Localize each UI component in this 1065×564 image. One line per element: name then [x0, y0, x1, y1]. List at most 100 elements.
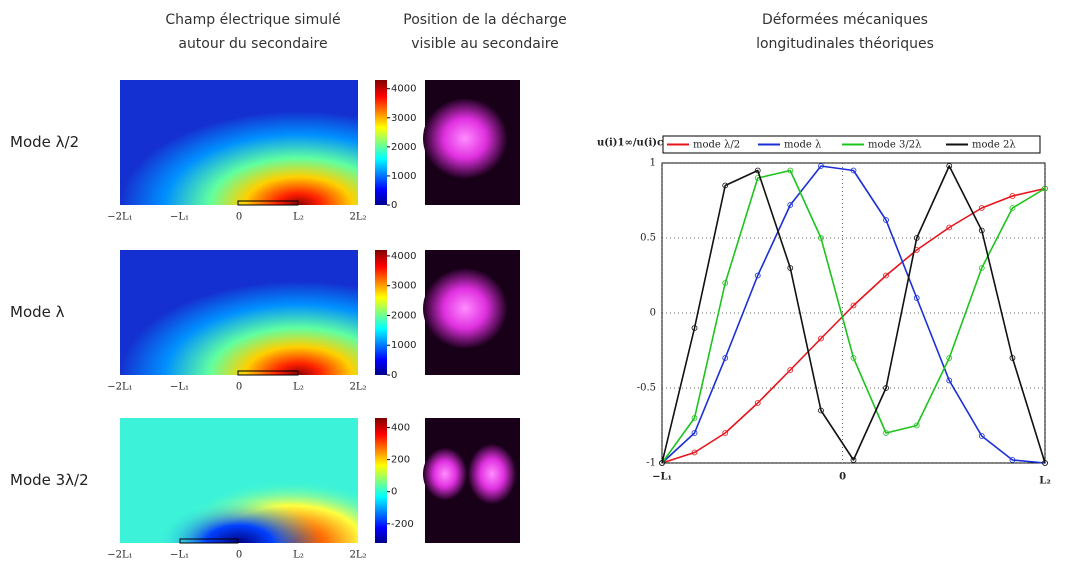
series-marker [946, 355, 953, 361]
x-tick-label: −2L₁ [107, 382, 132, 393]
row-label: Mode λ [10, 303, 65, 321]
colorbar-tick-label: 0 [391, 200, 397, 211]
colorbar [375, 80, 387, 205]
column-header: visible au secondaire [411, 36, 559, 52]
column-header: Déformées mécaniques [762, 12, 928, 28]
discharge-glow [423, 98, 507, 179]
series-marker [883, 385, 889, 391]
series-marker [754, 167, 761, 174]
colorbar-tick-label: 2000 [391, 310, 416, 321]
x-tick-label: −L₁ [652, 472, 672, 483]
x-tick-label: 2L₂ [349, 550, 366, 561]
series-marker [722, 355, 729, 361]
series-marker [659, 460, 665, 466]
colorbar-tick-label: 2000 [391, 142, 416, 153]
column-header: Champ électrique simulé [165, 12, 340, 28]
series-marker [787, 367, 794, 373]
series-marker [722, 182, 729, 189]
y-tick-label: -1 [646, 458, 656, 469]
discharge-glow [468, 444, 516, 504]
left-panels: Mode λ/2−2L₁ −L₁ 0 L₂ 2L₂01000200030004000Mo… [10, 80, 520, 561]
x-tick-label: 0 [236, 212, 242, 223]
series-marker [850, 167, 857, 174]
colorbar-tick-label: 1000 [391, 171, 416, 182]
series-marker [913, 295, 920, 301]
series-marker [850, 302, 857, 309]
series-marker [787, 265, 794, 271]
series-marker [978, 205, 985, 211]
colorbar-tick-label: 4000 [391, 251, 416, 262]
plot-area [661, 162, 1046, 464]
x-tick-label: 0 [236, 550, 242, 561]
colorbar-tick-label: 0 [391, 487, 397, 498]
series-marker [754, 272, 761, 279]
series-marker [1009, 355, 1016, 361]
series-marker [691, 325, 698, 331]
series-marker [978, 227, 985, 234]
series-marker [787, 202, 794, 208]
colorbar-tick-label: 0 [391, 370, 397, 381]
secondary-outline [237, 200, 299, 206]
series-marker [913, 235, 920, 241]
x-tick-label: L₂ [293, 382, 304, 393]
legend-label: mode 2λ [972, 140, 1016, 151]
y-tick-label: -0.5 [637, 383, 656, 394]
series-marker [1009, 205, 1016, 211]
series-marker [1009, 457, 1016, 463]
colorbar [375, 418, 387, 543]
column-header: Position de la décharge [403, 12, 567, 28]
series-marker [691, 430, 698, 436]
colorbar-tick-label: 3000 [391, 113, 416, 124]
series-marker [722, 280, 729, 286]
series-marker [818, 235, 824, 241]
series-marker [946, 163, 953, 169]
colorbar-tick-label: 1000 [391, 340, 416, 351]
series-line [661, 187, 1046, 464]
series-marker [978, 265, 985, 271]
series-marker [978, 433, 985, 439]
series-marker [722, 430, 729, 436]
series-line [661, 165, 1046, 464]
series-marker [913, 422, 920, 429]
series-marker [691, 415, 698, 421]
series-marker [691, 449, 698, 456]
series-marker [818, 335, 824, 342]
legend-label: mode 3/2λ [868, 140, 922, 151]
series-marker [754, 400, 761, 406]
x-tick-label: −2L₁ [107, 212, 132, 223]
x-tick-label: L₂ [293, 212, 304, 223]
column-header: autour du secondaire [178, 36, 327, 52]
x-tick-label: −L₁ [170, 550, 189, 561]
line-chart: -1 -0.5 0 0.5 1 −L₁ 0 L₂ u(i)1∞/u(i)com mode λ/2 m… [597, 135, 1051, 487]
field-map [120, 80, 358, 205]
x-tick-label: 2L₂ [349, 382, 366, 393]
series-marker [850, 355, 857, 361]
x-tick-label: 2L₂ [349, 212, 366, 223]
row-label: Mode 3λ/2 [10, 471, 89, 489]
series-marker [946, 377, 953, 384]
series-line [661, 165, 1046, 464]
series-marker [883, 430, 889, 436]
x-tick-label: −L₁ [170, 212, 189, 223]
series-marker [850, 457, 857, 463]
x-tick-label: −2L₁ [107, 550, 132, 561]
series-line [661, 169, 1046, 464]
colorbar [375, 250, 387, 375]
y-tick-label: 0.5 [640, 233, 656, 244]
column-header: longitudinales théoriques [756, 36, 934, 52]
colorbar-tick-label: 200 [391, 455, 410, 466]
series-marker [883, 217, 889, 223]
x-tick-label: −L₁ [170, 382, 189, 393]
discharge-glow [423, 448, 467, 500]
series-marker [787, 167, 794, 174]
series-marker [1009, 193, 1016, 199]
discharge-glow [423, 268, 507, 349]
field-map [120, 250, 358, 375]
series-marker [1042, 185, 1048, 192]
y-tick-label: 1 [650, 158, 656, 169]
field-negative [120, 418, 358, 543]
series-marker [818, 163, 824, 169]
series-marker [1042, 460, 1048, 466]
x-tick-label: 0 [236, 382, 242, 393]
